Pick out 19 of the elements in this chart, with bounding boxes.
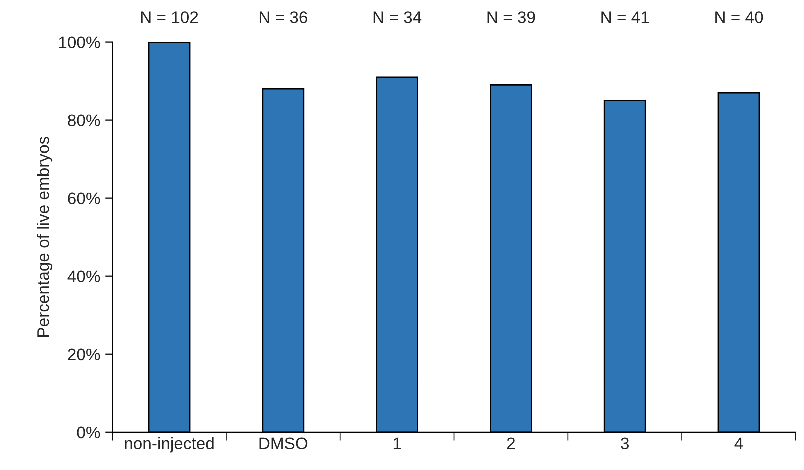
text: N = 36 <box>260 12 308 24</box>
x-tick-label: 3 <box>621 438 630 450</box>
text: N = 34 <box>374 12 422 24</box>
y-tick-label: 80% <box>68 114 100 127</box>
text: N = 41 <box>602 12 650 24</box>
x-tick-label: 4 <box>734 438 744 450</box>
y-tick-label: 40% <box>68 270 100 283</box>
y-tick-label: 20% <box>68 348 100 361</box>
text: N = 102 <box>141 12 198 24</box>
y-tick-label: 0% <box>77 426 100 439</box>
y-tick-label: 60% <box>68 192 100 205</box>
x-tick-label: 1 <box>394 438 402 450</box>
text: N = 40 <box>716 12 764 24</box>
x-tick-label: non-injected <box>125 437 214 453</box>
y-tick-label: 100% <box>59 36 100 49</box>
x-tick-label: DMSO <box>260 438 308 450</box>
y-axis-title: Percentage of live embryos <box>37 136 53 337</box>
x-tick-label: 2 <box>507 438 516 450</box>
text: N = 39 <box>488 12 536 24</box>
